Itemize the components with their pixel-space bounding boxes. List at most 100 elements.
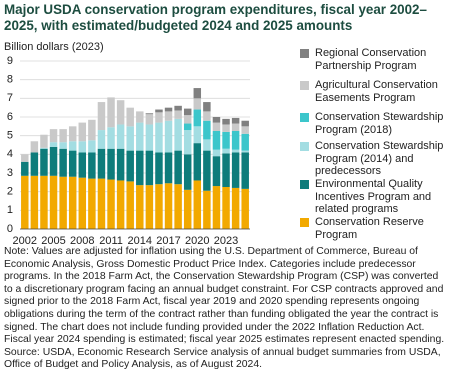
- x-tick-label: 2005: [41, 235, 65, 246]
- bar-segment: [155, 152, 163, 185]
- bar-segment: [78, 177, 87, 229]
- bar-segment: [164, 107, 173, 112]
- bar-segment: [68, 141, 77, 151]
- bar-segment: [126, 107, 134, 127]
- page: Major USDA conservation program expendit…: [4, 2, 448, 371]
- legend-item: Agricultural Conservation Easements Prog…: [300, 79, 448, 104]
- legend-swatch: [300, 49, 309, 58]
- bar-segment: [212, 131, 221, 150]
- bar-segment: [241, 133, 249, 151]
- x-tick-label: 2008: [70, 235, 94, 246]
- bar-segment: [145, 150, 154, 186]
- bar-segment: [136, 111, 144, 123]
- bar-segment: [241, 126, 249, 134]
- legend-label: Regional Conservation Partnership Progra…: [315, 47, 427, 72]
- bar-segment: [164, 183, 173, 229]
- bar-segment: [88, 152, 96, 179]
- bar-segment: [116, 148, 125, 181]
- bar-segment: [59, 176, 67, 229]
- bar-segment: [164, 152, 173, 184]
- bar-segment: [193, 126, 202, 144]
- bar-segment: [78, 152, 87, 178]
- source: Source: USDA, Economic Research Service …: [4, 346, 441, 371]
- bar-segment: [49, 129, 58, 143]
- bar-segment: [183, 115, 192, 124]
- bar-segment: [231, 123, 240, 131]
- legend-label: Conservation Reserve Program: [315, 216, 424, 241]
- bar-segment: [231, 131, 240, 150]
- bar-segment: [174, 184, 182, 229]
- bar-segment: [222, 148, 230, 154]
- bar-segment: [68, 150, 77, 177]
- bar-segment: [126, 126, 134, 151]
- bar-segment: [155, 122, 163, 153]
- bar-segment: [203, 190, 211, 229]
- x-tick-label: 2002: [13, 235, 37, 246]
- bar-segment: [59, 142, 67, 149]
- bar-segment: [241, 120, 249, 127]
- bar-segment: [145, 185, 154, 229]
- bar-segment: [107, 179, 115, 229]
- legend-item: Conservation Stewardship Program (2014) …: [300, 140, 448, 178]
- bar-segment: [174, 118, 182, 151]
- bar-segment: [116, 100, 125, 125]
- bar-segment: [155, 109, 163, 113]
- bar-segment: [107, 127, 115, 149]
- x-tick-label: 2011: [99, 235, 123, 246]
- bar-segment: [183, 108, 192, 116]
- y-tick-label: 6: [7, 111, 13, 123]
- note: Note: Values are adjusted for inflation …: [4, 246, 445, 346]
- bar-segment: [155, 184, 163, 229]
- bar-segment: [49, 146, 58, 176]
- bar-segment: [212, 149, 221, 157]
- bar-segment: [145, 113, 154, 115]
- bar-segment: [222, 131, 230, 149]
- legend-swatch: [300, 218, 309, 227]
- y-tick-label: 0: [7, 223, 13, 235]
- bar-segment: [241, 152, 249, 189]
- y-tick-label: 7: [7, 92, 13, 104]
- bar-segment: [40, 147, 48, 149]
- bar-segment: [21, 161, 29, 176]
- bar-segment: [88, 119, 96, 141]
- legend-item: Environmental Quality Incentives Program…: [300, 178, 448, 216]
- bar-segment: [203, 150, 211, 191]
- y-tick-label: 1: [7, 204, 13, 216]
- bar-segment: [78, 122, 87, 142]
- bar-segment: [222, 153, 230, 187]
- bar-segment: [97, 130, 106, 149]
- bar-segment: [222, 118, 230, 125]
- x-tick-label: 2023: [214, 235, 238, 246]
- y-tick-label: 8: [7, 74, 13, 86]
- bar-segment: [21, 175, 29, 229]
- bar-segment: [164, 120, 173, 153]
- bar-segment: [222, 124, 230, 132]
- bar-segment: [136, 122, 144, 151]
- x-tick-label: 2014: [128, 235, 152, 246]
- bar-segment: [183, 130, 192, 155]
- x-tick-label: 2017: [156, 235, 180, 246]
- notes: Note: Values are adjusted for inflation …: [4, 246, 448, 372]
- chart: Billion dollars (2023) 0 1 2 3 4 5 6 7 8 9 2002 200…: [4, 41, 250, 246]
- bar-segment: [193, 88, 202, 99]
- y-tick-label: 2: [7, 186, 13, 198]
- legend-label: Environmental Quality Incentives Program…: [315, 178, 432, 215]
- bar-segment: [164, 111, 173, 121]
- bar-segment: [49, 142, 58, 147]
- legend-swatch: [300, 113, 309, 122]
- x-tick-label: 2020: [185, 235, 209, 246]
- bar-segment: [241, 150, 249, 153]
- bar-segment: [21, 154, 29, 162]
- bar-segment: [231, 152, 240, 188]
- bar-segment: [231, 149, 240, 153]
- legend-label: Conservation Stewardship Program (2014) …: [315, 140, 444, 177]
- y-tick-label: 9: [7, 55, 13, 67]
- bar-segment: [107, 148, 115, 180]
- bar-segment: [155, 112, 163, 123]
- bar-segment: [30, 141, 39, 153]
- bar-segment: [145, 114, 154, 125]
- y-tick-label: 3: [7, 167, 13, 179]
- bar-segment: [126, 150, 134, 182]
- bar-segment: [193, 109, 202, 127]
- bar-segment: [30, 175, 39, 229]
